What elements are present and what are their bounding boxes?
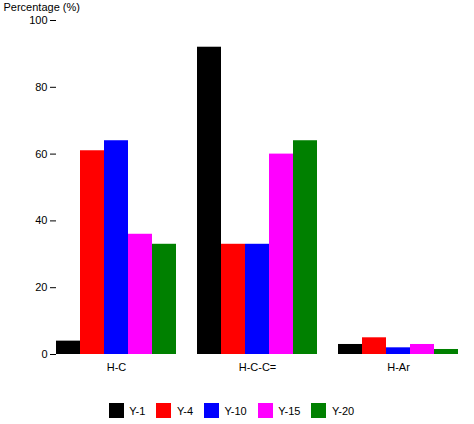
svg-text:20: 20: [35, 281, 47, 293]
html-text:Y-4: Y-4: [176, 404, 193, 417]
svg-text:100: 100: [29, 14, 47, 26]
svg-text:60: 60: [35, 148, 47, 160]
html-text:Y-10: Y-10: [224, 404, 247, 417]
svg-text:0: 0: [41, 348, 47, 360]
html-text:Y-15: Y-15: [278, 404, 301, 417]
svg-text:80: 80: [35, 81, 47, 93]
svg-text:Percentage (%): Percentage (%): [4, 1, 80, 13]
svg-text:H-C-C=: H-C-C=: [239, 361, 277, 373]
html-text:Y-1: Y-1: [129, 404, 146, 417]
svg-text:H-C: H-C: [107, 361, 127, 373]
html-text:Y-20: Y-20: [332, 404, 355, 417]
svg-text:40: 40: [35, 214, 47, 226]
svg-text:H-Ar: H-Ar: [387, 361, 410, 373]
